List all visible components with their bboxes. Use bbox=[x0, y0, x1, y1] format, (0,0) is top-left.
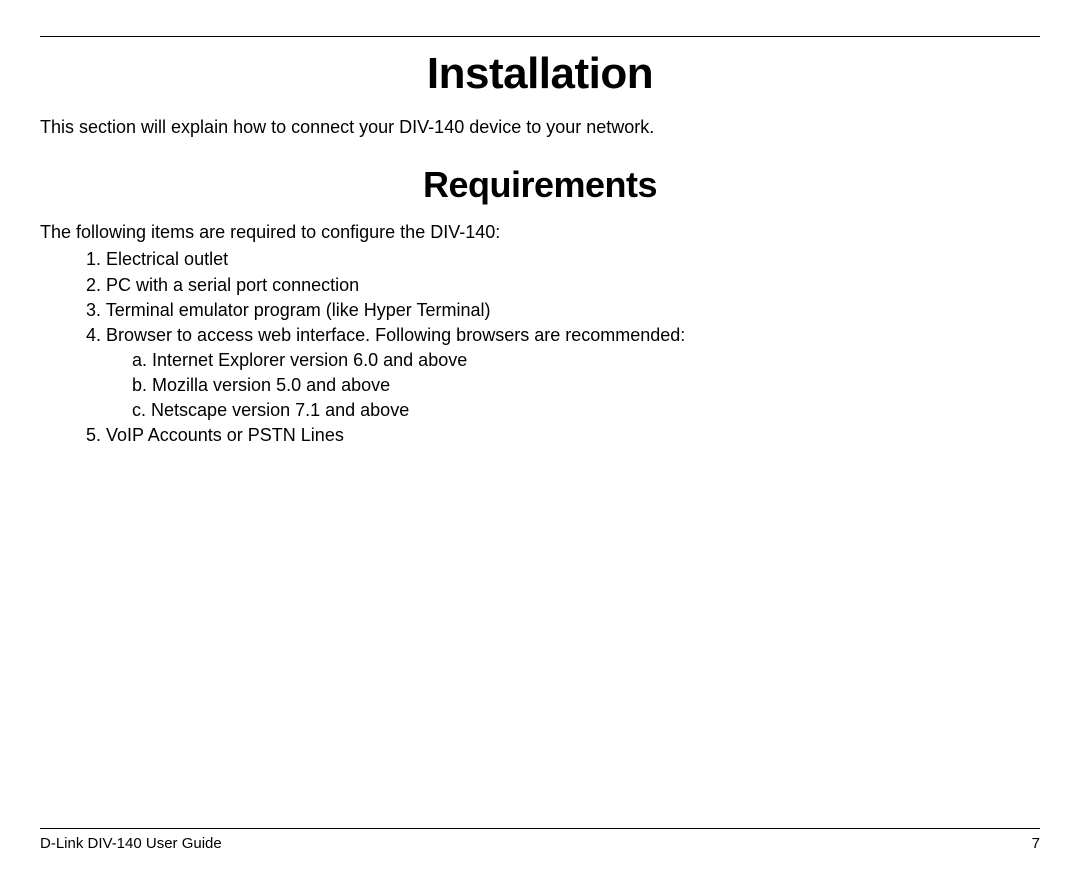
subitem-text: Mozilla version 5.0 and above bbox=[152, 375, 390, 395]
requirements-intro: The following items are required to conf… bbox=[40, 220, 1040, 245]
intro-paragraph: This section will explain how to connect… bbox=[40, 115, 1040, 140]
subitem-letter: b. bbox=[132, 375, 147, 395]
list-item: 3. Terminal emulator program (like Hyper… bbox=[86, 298, 1040, 322]
list-item: 1. Electrical outlet bbox=[86, 247, 1040, 271]
item-num: 5. bbox=[86, 425, 101, 445]
top-rule bbox=[40, 36, 1040, 37]
item-text: PC with a serial port connection bbox=[106, 275, 359, 295]
section-title: Requirements bbox=[40, 164, 1040, 206]
item-num: 3. bbox=[86, 300, 101, 320]
item-text: VoIP Accounts or PSTN Lines bbox=[106, 425, 344, 445]
footer-guide-title: D-Link DIV-140 User Guide bbox=[40, 835, 222, 852]
page-title: Installation bbox=[40, 49, 1040, 99]
footer-rule bbox=[40, 828, 1040, 829]
sublist-item: a. Internet Explorer version 6.0 and abo… bbox=[132, 348, 1040, 372]
list-item: 4. Browser to access web interface. Foll… bbox=[86, 323, 1040, 422]
subitem-letter: a. bbox=[132, 350, 147, 370]
item-num: 4. bbox=[86, 325, 101, 345]
sublist-item: c. Netscape version 7.1 and above bbox=[132, 398, 1040, 422]
item-num: 2. bbox=[86, 275, 101, 295]
subitem-letter: c. bbox=[132, 400, 146, 420]
list-item: 2. PC with a serial port connection bbox=[86, 273, 1040, 297]
list-item: 5. VoIP Accounts or PSTN Lines bbox=[86, 423, 1040, 447]
browser-sublist: a. Internet Explorer version 6.0 and abo… bbox=[86, 348, 1040, 423]
footer-page-number: 7 bbox=[1032, 835, 1040, 852]
item-text: Terminal emulator program (like Hyper Te… bbox=[106, 300, 491, 320]
page-footer: D-Link DIV-140 User Guide 7 bbox=[40, 828, 1040, 852]
sublist-item: b. Mozilla version 5.0 and above bbox=[132, 373, 1040, 397]
subitem-text: Internet Explorer version 6.0 and above bbox=[152, 350, 467, 370]
requirements-list: 1. Electrical outlet 2. PC with a serial… bbox=[40, 247, 1040, 447]
item-num: 1. bbox=[86, 249, 101, 269]
item-text: Electrical outlet bbox=[106, 249, 228, 269]
subitem-text: Netscape version 7.1 and above bbox=[151, 400, 409, 420]
item-text: Browser to access web interface. Followi… bbox=[106, 325, 685, 345]
